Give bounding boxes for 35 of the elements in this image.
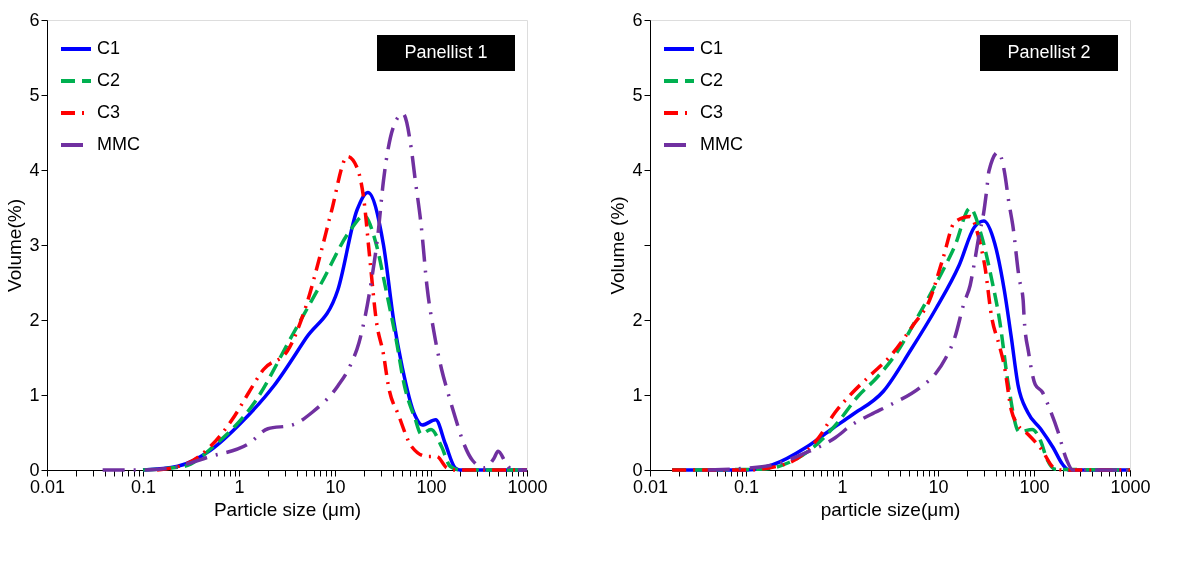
legend-label: C2 bbox=[700, 70, 724, 90]
x-tick-label: 1 bbox=[837, 476, 848, 497]
annotation: Panellist 2 bbox=[1007, 42, 1091, 62]
y-tick-label: 4 bbox=[29, 159, 40, 180]
x-tick-label: 1 bbox=[234, 476, 245, 497]
y-tick-label: 2 bbox=[29, 309, 40, 330]
legend-label: C3 bbox=[700, 102, 724, 122]
x-tick-label: 100 bbox=[1019, 476, 1050, 497]
legend-label: MMC bbox=[700, 134, 743, 154]
x-tick-label: 100 bbox=[416, 476, 447, 497]
y-tick-label: 1 bbox=[632, 384, 643, 405]
legend-label: C1 bbox=[97, 38, 121, 58]
x-tick-label: 10 bbox=[325, 476, 346, 497]
x-tick-label: 1000 bbox=[507, 476, 548, 497]
x-tick-label: 1000 bbox=[1110, 476, 1151, 497]
y-axis-title: Volume (%) bbox=[607, 196, 629, 295]
legend-label: C3 bbox=[97, 102, 121, 122]
annotation: Panellist 1 bbox=[404, 42, 488, 62]
y-tick-label: 6 bbox=[29, 9, 40, 30]
y-tick-label: 4 bbox=[632, 159, 643, 180]
y-tick-label: 1 bbox=[29, 384, 40, 405]
legend-label: C2 bbox=[97, 70, 121, 90]
y-tick-label: 3 bbox=[29, 234, 40, 255]
y-tick-label: 6 bbox=[632, 9, 643, 30]
x-axis-title: Particle size (μm) bbox=[213, 498, 362, 520]
x-tick-label: 10 bbox=[928, 476, 949, 497]
legend-label: MMC bbox=[97, 134, 140, 154]
x-tick-label: 0.1 bbox=[130, 476, 157, 497]
x-tick-label: 0.1 bbox=[733, 476, 760, 497]
x-axis-title: particle size(μm) bbox=[820, 498, 961, 520]
y-tick-label: 2 bbox=[632, 309, 643, 330]
y-axis-title: Volume(%) bbox=[4, 199, 26, 292]
y-tick-label: 5 bbox=[29, 84, 40, 105]
y-tick-label: 5 bbox=[632, 84, 643, 105]
legend-label: C1 bbox=[700, 38, 724, 58]
